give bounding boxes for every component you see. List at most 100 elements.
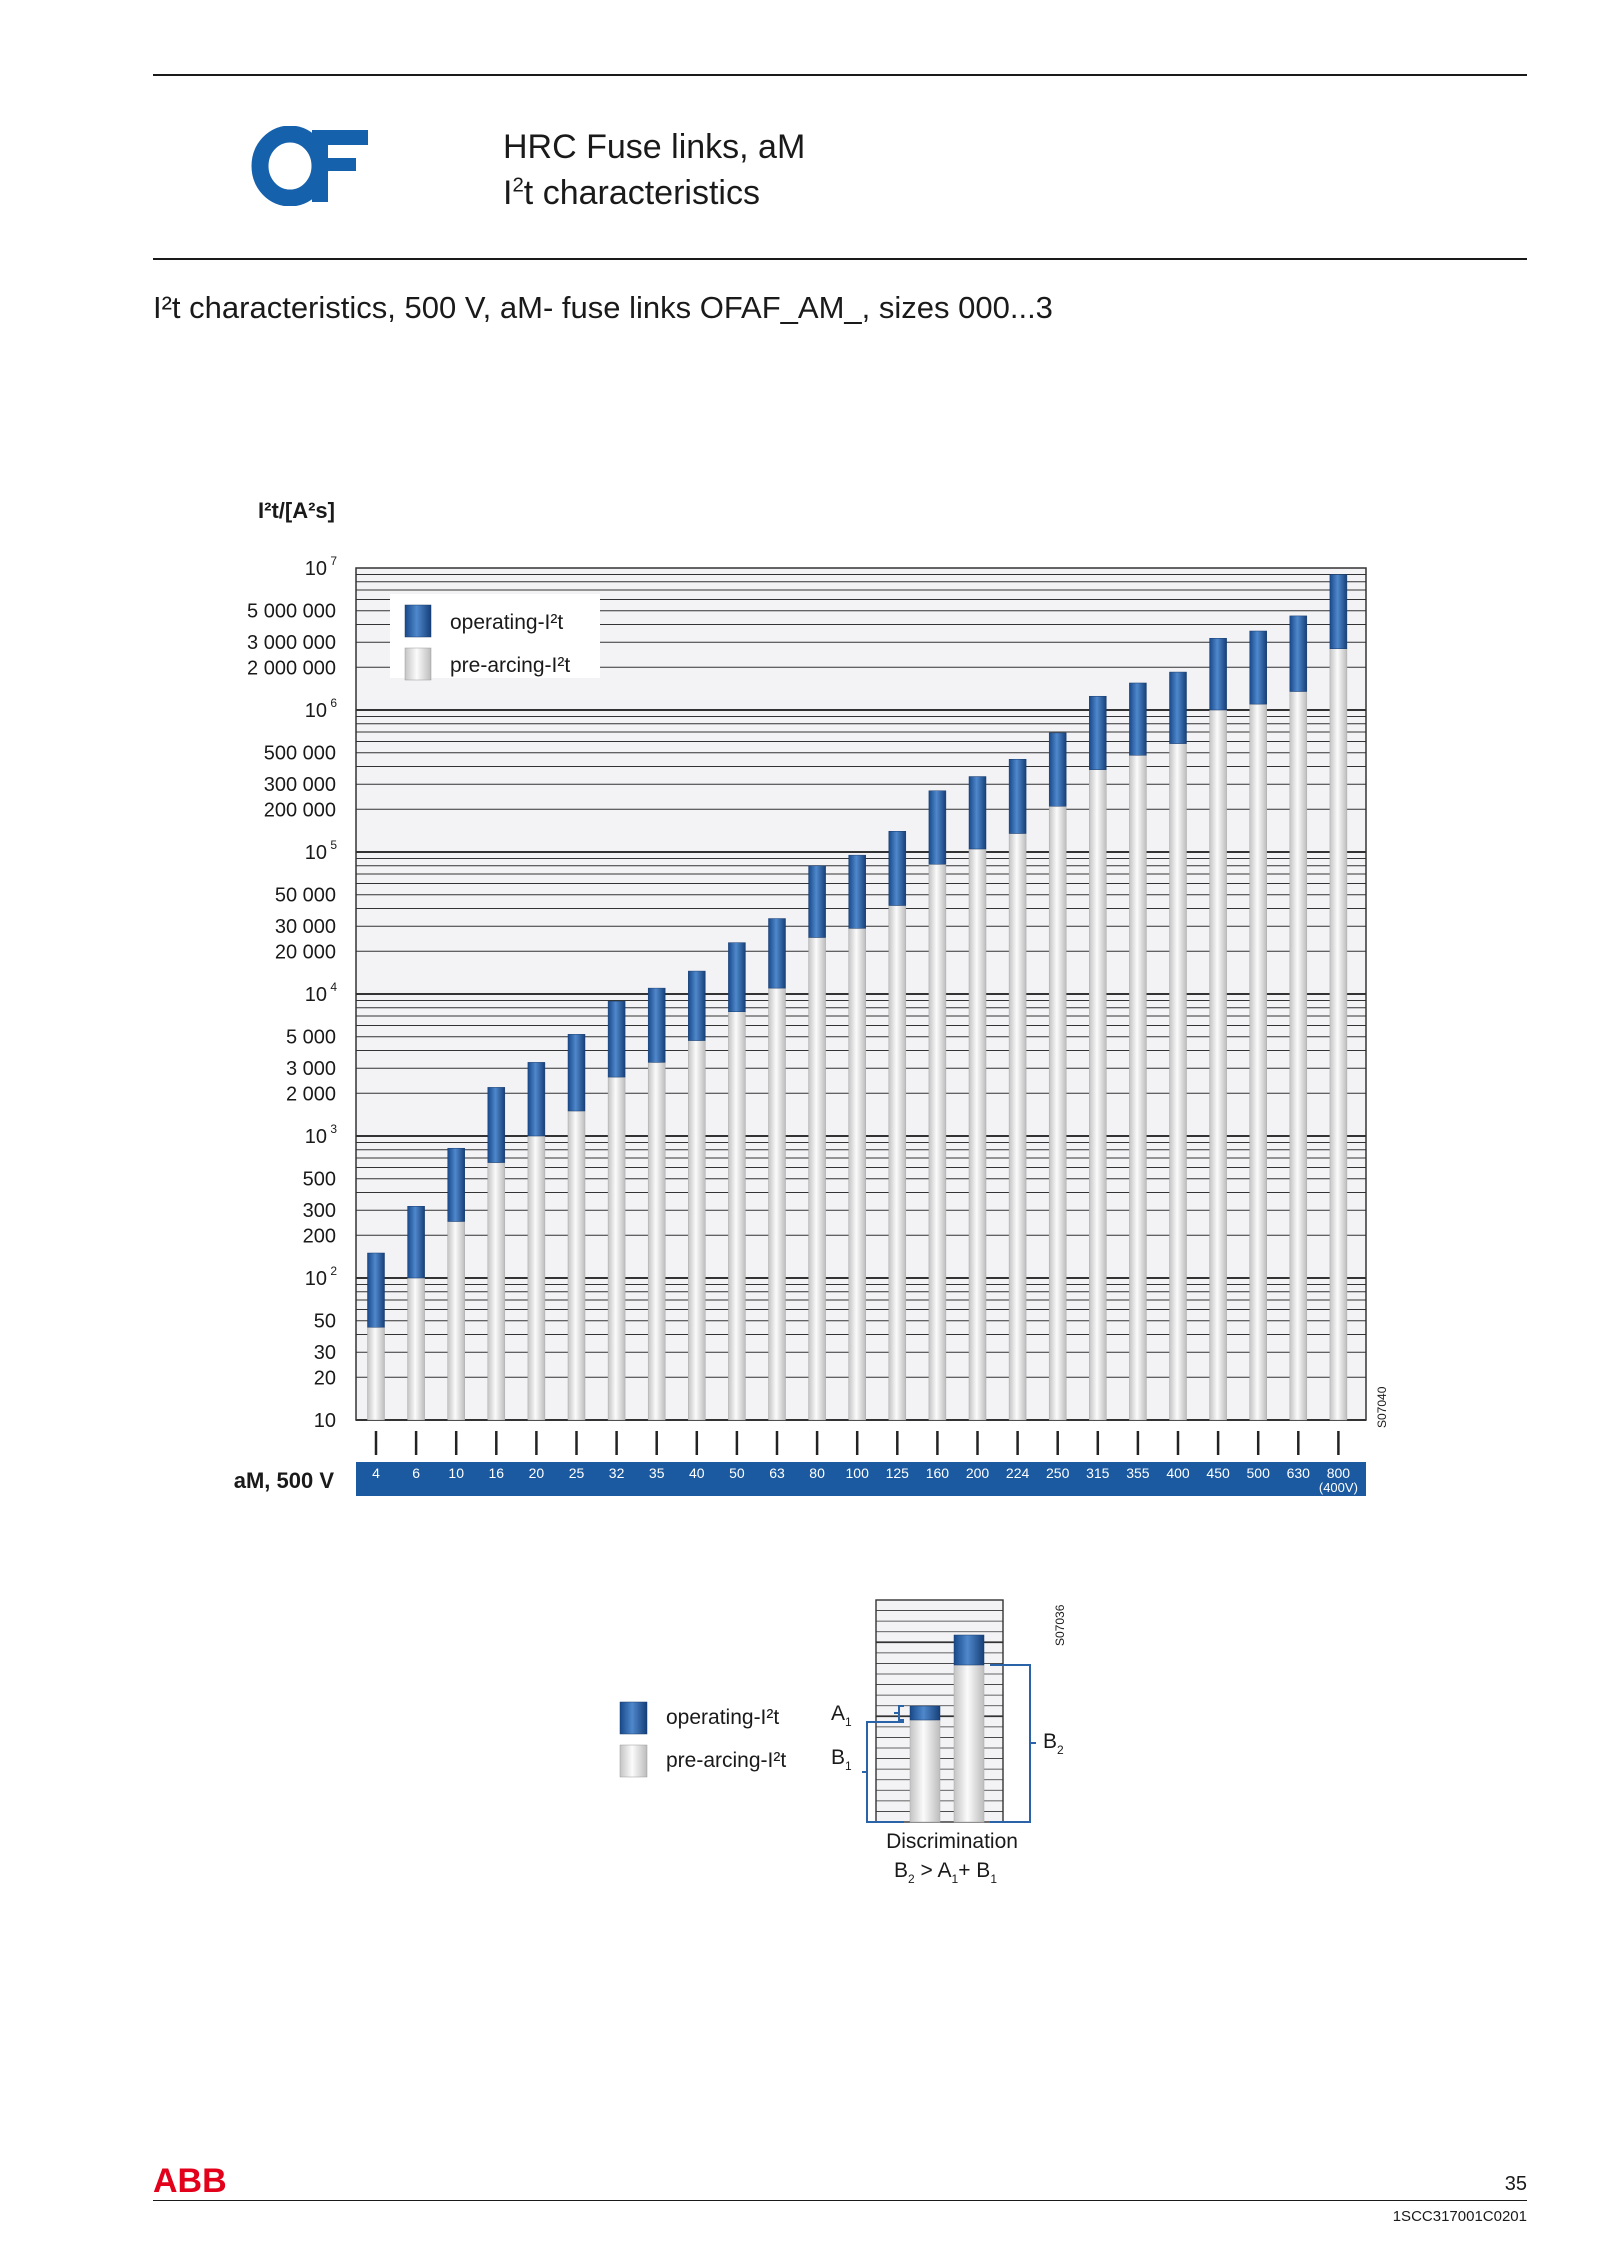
- x-tick-label: 80: [809, 1465, 825, 1481]
- y-tick-label: 300 000: [264, 774, 336, 796]
- x-tick-label: 355: [1126, 1465, 1150, 1481]
- pre-arcing-bar: [768, 987, 786, 1421]
- x-axis-band: [356, 1462, 1366, 1496]
- legend-operating-label: operating-I²t: [450, 611, 563, 634]
- y-tick-label: 10 5: [305, 838, 338, 864]
- operating-bar: [728, 942, 746, 1012]
- x-tick-label: 50: [729, 1465, 745, 1481]
- x-tick-label: 4: [372, 1465, 380, 1481]
- y-tick-label: 2 000: [286, 1083, 336, 1105]
- x-tick-label: 35: [649, 1465, 665, 1481]
- y-tick-label: 500 000: [264, 743, 336, 765]
- y-tick-label: 200: [303, 1225, 336, 1247]
- figure-code: S07040: [1375, 1386, 1389, 1428]
- pre-arcing-bar: [367, 1326, 385, 1421]
- y-tick-label: 50: [314, 1311, 336, 1333]
- pre-arcing-bar: [1289, 691, 1308, 1421]
- x-tick-label: 25: [569, 1465, 585, 1481]
- pre-arcing-bar: [1048, 805, 1067, 1421]
- operating-bar: [1169, 671, 1187, 744]
- pre-arcing-bar: [1008, 833, 1027, 1421]
- label-b1: B1: [831, 1746, 852, 1773]
- discrimination-diagram: A1 B1 B2 operating-I²t pre-arcing-I²t Discrim…: [619, 1599, 1067, 1886]
- disc-bar-1-operating: [909, 1705, 941, 1721]
- disc-legend-operating-swatch: [619, 1701, 648, 1735]
- x-tick-label: 10: [448, 1465, 464, 1481]
- legend-pre-arcing-swatch: [404, 647, 432, 681]
- bracket-b1: [862, 1721, 904, 1823]
- discrimination-caption: Discrimination: [886, 1830, 1018, 1853]
- x-tick-label: 500: [1247, 1465, 1271, 1481]
- svg-text:ABB: ABB: [153, 2163, 227, 2197]
- title-line-1: HRC Fuse links, aM: [503, 128, 806, 166]
- operating-bar: [447, 1147, 465, 1222]
- operating-bar: [808, 865, 826, 938]
- label-b2: B2: [1043, 1730, 1064, 1757]
- pre-arcing-bar: [1129, 755, 1147, 1421]
- pre-arcing-bar: [808, 937, 826, 1421]
- x-tick-label: 160: [926, 1465, 950, 1481]
- i2t-chart: 10 20 30 50 10 2 200 300 500 10 3 2 000 3 000 5 000…: [234, 498, 1389, 1496]
- discrimination-formula: B2 > A1+ B1: [894, 1859, 997, 1886]
- pre-arcing-bar: [1329, 648, 1348, 1421]
- operating-bar: [1249, 630, 1267, 705]
- y-tick-label: 30: [314, 1342, 336, 1364]
- disc-bar-2-operating: [953, 1634, 985, 1666]
- pre-arcing-bar: [888, 905, 907, 1421]
- y-tick-label: 200 000: [264, 799, 336, 821]
- abb-logo: ABB: [153, 2163, 227, 2197]
- disc-legend-operating-label: operating-I²t: [666, 1706, 779, 1729]
- x-tick-label: 6: [412, 1465, 420, 1481]
- header-bottom-rule: [153, 258, 1527, 260]
- x-tick-label: 450: [1206, 1465, 1230, 1481]
- operating-bar: [407, 1206, 425, 1279]
- y-tick-label: 300: [303, 1200, 336, 1222]
- operating-bar: [768, 918, 786, 989]
- operating-bar: [567, 1034, 586, 1112]
- x-tick-label: 20: [529, 1465, 545, 1481]
- x-tick-label: 224: [1006, 1465, 1030, 1481]
- disc-bar-2-pre-arcing: [953, 1664, 985, 1823]
- disc-legend-pre-arcing-label: pre-arcing-I²t: [666, 1749, 786, 1772]
- disc-bar-1-pre-arcing: [909, 1719, 941, 1823]
- pre-arcing-bar: [527, 1135, 546, 1421]
- section-title: I²t characteristics, 500 V, aM- fuse lin…: [153, 290, 1053, 325]
- x-tick-label: 32: [609, 1465, 625, 1481]
- title-line-2: I2t characteristics: [503, 174, 760, 212]
- pre-arcing-bar: [728, 1011, 746, 1421]
- y-tick-label: 5 000 000: [247, 601, 336, 623]
- operating-bar: [1089, 695, 1107, 770]
- x-tick-note: (400V): [1319, 1480, 1358, 1495]
- pre-arcing-bar: [1169, 743, 1187, 1421]
- y-tick-label: 500: [303, 1169, 336, 1191]
- x-tick-label: 200: [966, 1465, 990, 1481]
- legend-operating-swatch: [404, 604, 432, 638]
- x-tick-label: 400: [1166, 1465, 1190, 1481]
- operating-bar: [1008, 758, 1027, 834]
- operating-bar: [367, 1252, 385, 1328]
- y-tick-label: 3 000: [286, 1058, 336, 1080]
- x-tick-label: 16: [489, 1465, 505, 1481]
- y-tick-label: 3 000 000: [247, 632, 336, 654]
- pre-arcing-bar: [487, 1162, 506, 1421]
- y-tick-label: 10 2: [305, 1264, 338, 1290]
- y-tick-label: 2 000 000: [247, 657, 336, 679]
- of-logo: [251, 126, 368, 206]
- y-tick-label: 50 000: [275, 885, 336, 907]
- x-axis-label: aM, 500 V: [234, 1468, 335, 1493]
- x-tick-label: 63: [769, 1465, 785, 1481]
- pre-arcing-bar: [848, 928, 866, 1421]
- pre-arcing-bar: [688, 1040, 706, 1421]
- y-tick-label: 10 3: [305, 1122, 338, 1148]
- y-tick-label: 10 7: [305, 554, 338, 580]
- x-tick-label: 800: [1327, 1465, 1351, 1481]
- document-title: HRC Fuse links, aM I2t characteristics: [503, 124, 805, 216]
- y-tick-label: 10 4: [305, 980, 338, 1006]
- disc-figure-code: S07036: [1053, 1604, 1067, 1646]
- label-a1: A1: [831, 1702, 852, 1729]
- pre-arcing-bar: [407, 1277, 425, 1421]
- x-tick-label: 250: [1046, 1465, 1070, 1481]
- y-tick-label: 20: [314, 1367, 336, 1389]
- pre-arcing-bar: [1089, 769, 1107, 1421]
- bracket-a1: [894, 1705, 904, 1721]
